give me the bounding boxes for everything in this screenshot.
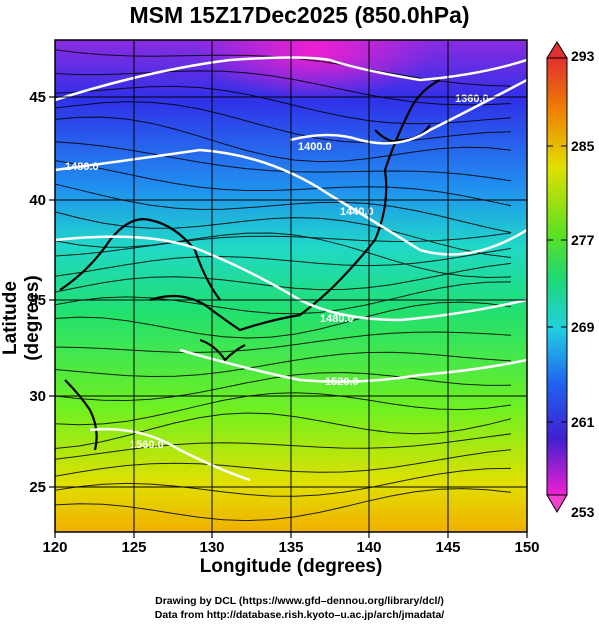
streamline (55, 412, 512, 450)
colorbar-scale (546, 57, 568, 496)
colorbar: 293 285 277 269 261 253 (546, 41, 595, 520)
streamline (55, 85, 512, 125)
streamline (55, 449, 512, 477)
x-tick-label: 145 (435, 539, 460, 556)
streamline (55, 281, 512, 315)
streamline (55, 101, 512, 144)
colorbar-tick-label: 277 (571, 232, 595, 248)
contour-label: 1520.0 (325, 376, 359, 388)
streamline (55, 433, 512, 460)
drawing-credit: Drawing by DCL (https://www.gfd–dennou.o… (155, 595, 444, 607)
colorbar-tick-label: 285 (571, 138, 595, 154)
streamline (55, 371, 512, 402)
colorbar-tick-label: 293 (571, 48, 595, 64)
contour-label: 1360.0 (455, 93, 489, 105)
x-tick-label: 125 (121, 539, 146, 556)
streamline (55, 301, 512, 339)
x-axis-labels: 120 125 130 135 140 145 150 (42, 539, 539, 556)
wind-streamlines (55, 45, 512, 522)
streamline (55, 331, 512, 353)
data-credit: Data from http://database.rish.kyoto–u.a… (154, 609, 445, 621)
colorbar-tick-label: 261 (571, 414, 595, 430)
y-axis-labels: 25 30 35 40 45 (29, 89, 46, 496)
x-tick-label: 120 (42, 539, 67, 556)
streamline (55, 183, 512, 233)
x-tick-label: 140 (356, 539, 381, 556)
streamline (55, 141, 512, 182)
streamline (55, 467, 512, 497)
y-axis-ticks (49, 96, 55, 488)
streamline (55, 488, 512, 522)
y-tick-label: 25 (29, 479, 46, 496)
colorbar-tick-label: 253 (571, 504, 595, 520)
y-tick-label: 35 (29, 292, 46, 309)
streamline (55, 392, 512, 426)
map-title: MSM 15Z17Dec2025 (850.0hPa) (129, 2, 470, 28)
colorbar-tick-label: 269 (571, 319, 595, 335)
contour-label: 1480.0 (320, 313, 354, 325)
height-contours (55, 56, 527, 482)
streamline (55, 247, 512, 277)
y-tick-label: 40 (29, 192, 46, 209)
colorbar-bottom-arrow (546, 494, 568, 513)
streamline (55, 209, 512, 258)
temperature-field: 1360.0 1400.0 1440.0 1480.0 1520.0 1560.… (55, 40, 527, 532)
contour-label: 1440.0 (340, 206, 374, 218)
colorbar-top-arrow (546, 41, 568, 59)
streamline (55, 232, 512, 257)
x-tick-label: 130 (199, 539, 224, 556)
streamline (55, 160, 512, 207)
y-tick-label: 30 (29, 388, 46, 405)
x-axis-ticks (54, 532, 528, 538)
contour-label: 1480.0 (65, 161, 99, 173)
y-tick-label: 45 (29, 89, 46, 106)
x-tick-label: 150 (514, 539, 539, 556)
streamline (55, 229, 512, 279)
x-axis-title: Longitude (degrees) (199, 556, 383, 577)
streamline (55, 65, 512, 106)
contour-label: 1560.0 (130, 439, 164, 451)
coastlines (59, 79, 441, 451)
contour-labels: 1360.0 1400.0 1440.0 1480.0 1520.0 1560.… (65, 93, 489, 451)
streamline (55, 351, 512, 378)
streamline (55, 116, 512, 163)
x-tick-label: 135 (278, 539, 303, 556)
streamline (55, 262, 512, 293)
contour-label: 1400.0 (298, 141, 332, 153)
y-axis-title: Latitude (degrees) (0, 275, 43, 361)
gridlines (55, 40, 527, 532)
